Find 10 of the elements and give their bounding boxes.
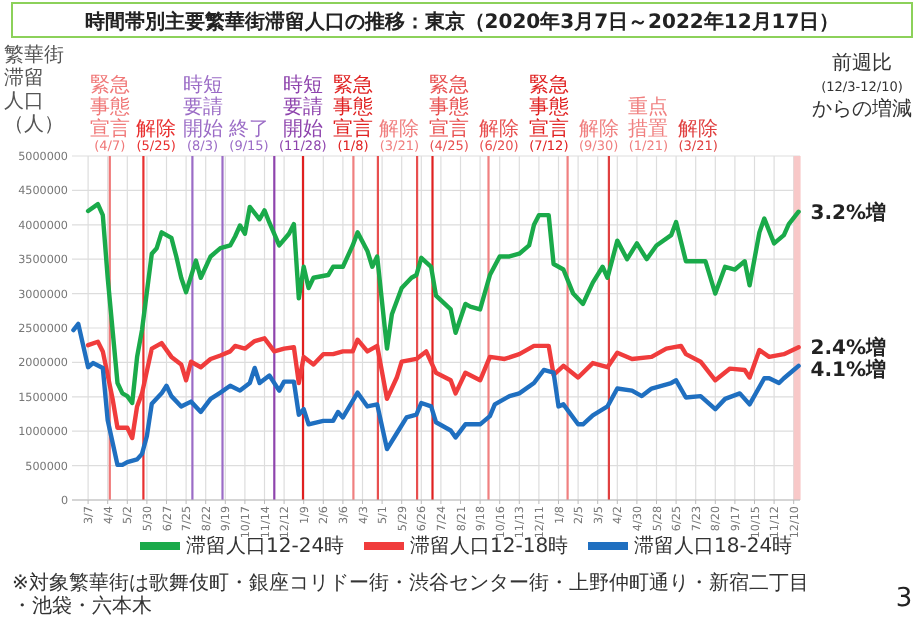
y-axis-title: 繁華街滞留人口（人） <box>4 43 64 136</box>
chart-title: 時間帯別主要繁華街滞留人口の推移：東京（2020年3月7日～2022年12月17日） <box>84 10 840 34</box>
text: 3 <box>895 584 913 615</box>
text: ※対象繁華街は歌舞伎町・銀座コリドー街・渋谷センター街・上野仲町通り・新宿二丁目・池袋・六本木 <box>12 571 809 618</box>
annotation: 3.2%増 <box>810 200 887 225</box>
line-series <box>71 321 801 468</box>
annotation: 4.1%増 <box>810 358 887 383</box>
line-series <box>85 201 801 406</box>
annotation: 2.4%増 <box>810 336 887 361</box>
text: 前週比 <box>832 51 892 75</box>
